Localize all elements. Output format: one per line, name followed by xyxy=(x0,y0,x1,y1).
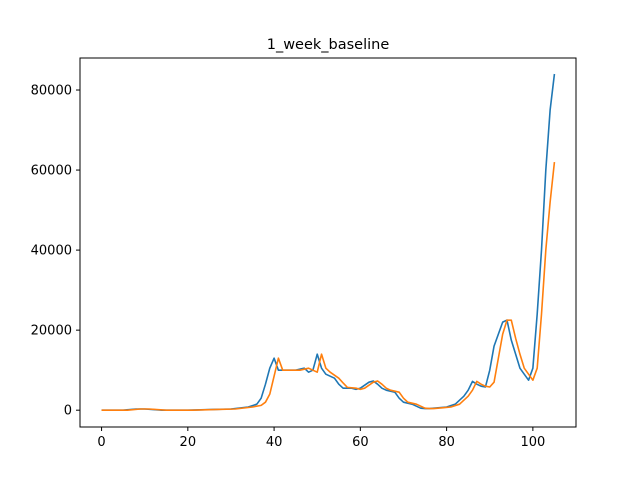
axis-layer: 0 20 40 60 80 100 0 20000 40000 60000 80000 xyxy=(31,84,546,450)
series-layer xyxy=(101,73,556,411)
y-tick-label: 40000 xyxy=(31,244,72,259)
chart-title: 1_week_baseline xyxy=(267,37,390,53)
x-tick-label: 60 xyxy=(352,435,369,450)
y-tick-label: 0 xyxy=(64,404,72,419)
plot-frame xyxy=(79,57,577,428)
y-tick-label: 60000 xyxy=(31,164,72,179)
y-tick-label: 20000 xyxy=(31,324,72,339)
series-line-1 xyxy=(101,73,556,411)
x-tick-label: 0 xyxy=(97,435,105,450)
x-tick-label: 80 xyxy=(438,435,455,450)
x-tick-label: 100 xyxy=(520,435,545,450)
series-line-2 xyxy=(101,161,556,411)
x-tick-label: 20 xyxy=(180,435,197,450)
x-tick-label: 40 xyxy=(266,435,283,450)
y-tick-label: 80000 xyxy=(31,84,72,99)
